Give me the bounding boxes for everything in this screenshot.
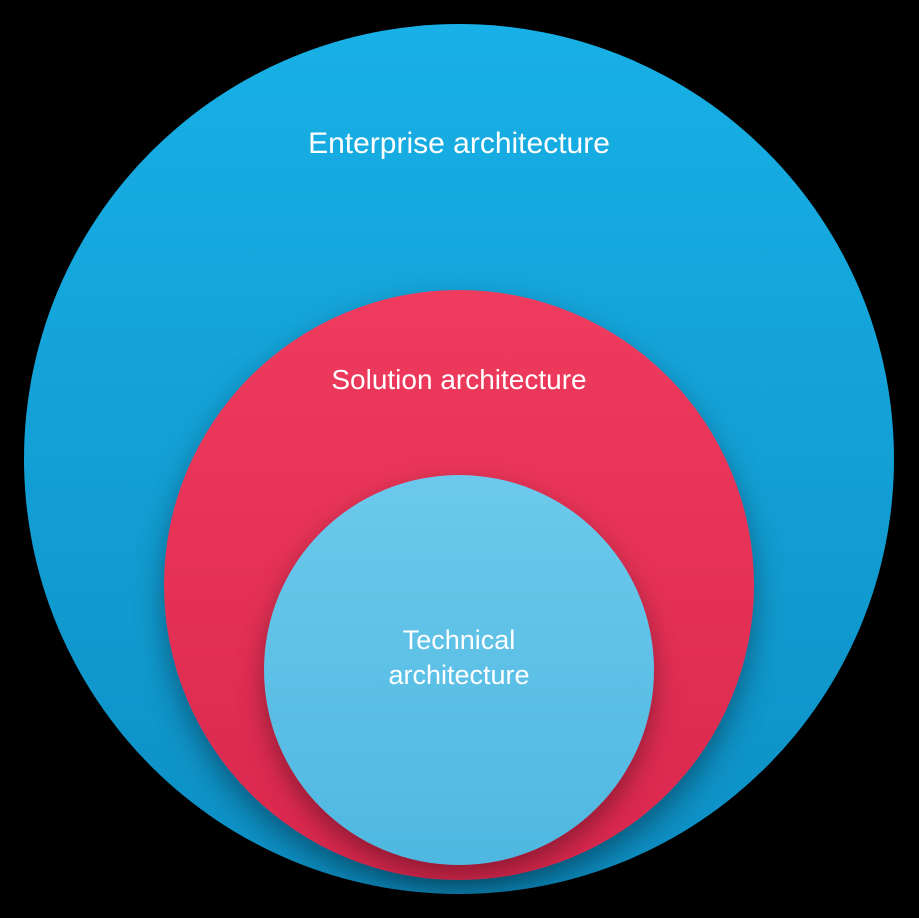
inner-circle-label: Technical architecture	[388, 623, 529, 865]
nested-circles-diagram: Enterprise architecture Solution archite…	[0, 0, 919, 918]
inner-circle-technical: Technical architecture	[264, 475, 654, 865]
